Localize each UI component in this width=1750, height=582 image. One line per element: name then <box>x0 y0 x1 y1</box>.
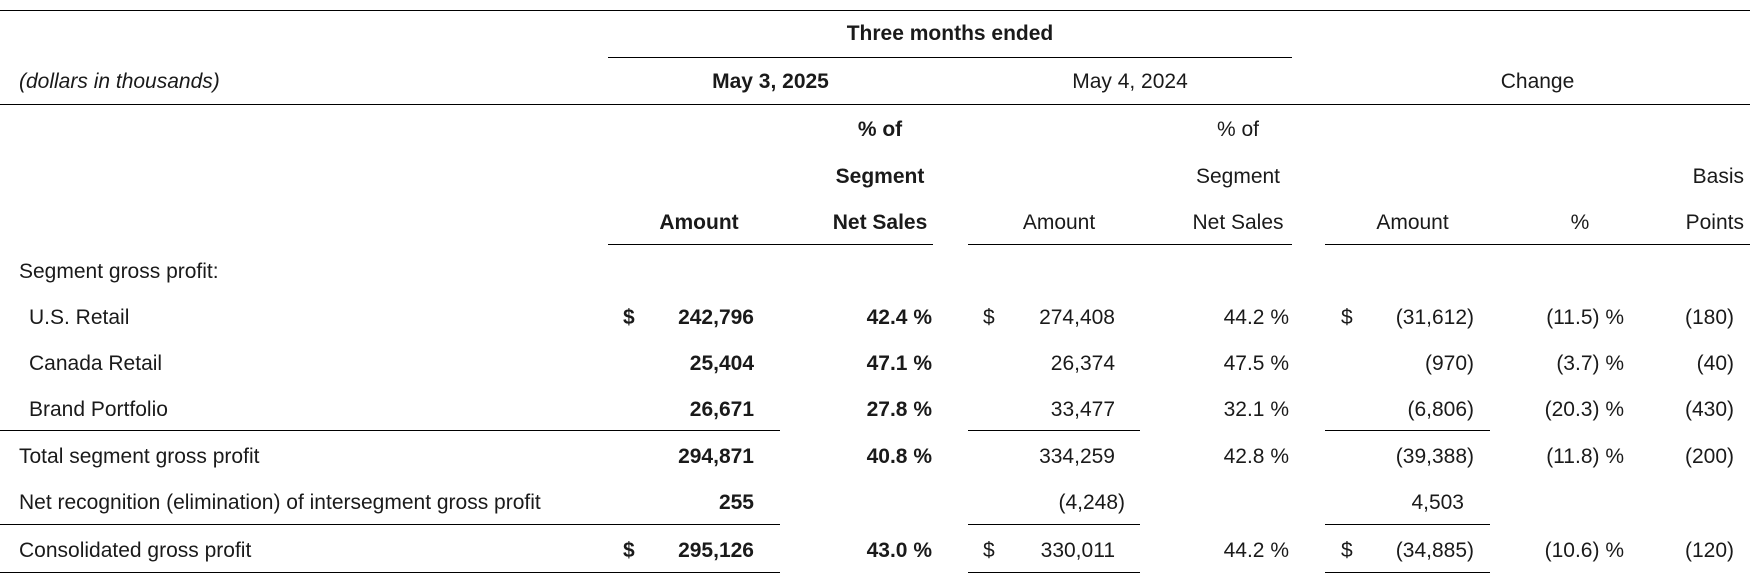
subheader-rule-prior <box>968 244 1292 245</box>
prior-amount: (4,248) <box>1058 491 1125 514</box>
top-rule <box>0 10 1750 11</box>
pri-amount-header: Amount <box>1022 211 1096 234</box>
change-amount: (34,885) <box>1395 539 1474 562</box>
current-amount: 26,671 <box>689 398 754 421</box>
change-amount: (970) <box>1424 352 1474 375</box>
change-amount: (39,388) <box>1395 445 1474 468</box>
cur-pct-header-line2: Segment <box>835 165 925 188</box>
prior-amount: 33,477 <box>1050 398 1115 421</box>
period-header: Three months ended <box>846 22 1054 45</box>
current-amount: 295,126 <box>678 539 754 562</box>
change-pct: (10.6) % <box>1544 539 1624 562</box>
change-basis-points: (180) <box>1684 306 1734 329</box>
currency-symbol: $ <box>1341 539 1353 562</box>
change-basis-points: (430) <box>1684 398 1734 421</box>
change-pct: (20.3) % <box>1544 398 1624 421</box>
total-rule-label <box>0 524 780 525</box>
row-label: Net recognition (elimination) of interse… <box>19 491 541 514</box>
prior-amount: 334,259 <box>1039 445 1115 468</box>
row-label: Total segment gross profit <box>19 445 260 468</box>
row-label: U.S. Retail <box>29 306 130 329</box>
total-rule-change <box>1325 524 1490 525</box>
period-header-rule <box>608 57 1292 58</box>
current-pct: 42.4 % <box>866 306 932 329</box>
change-basis-points: (120) <box>1684 539 1734 562</box>
subtotal-rule-change <box>1325 430 1490 431</box>
change-header: Change <box>1500 70 1575 93</box>
currency-symbol: $ <box>983 306 995 329</box>
subheader-rule-change <box>1325 244 1750 245</box>
chg-pct-header: % <box>1570 211 1590 234</box>
chg-amount-header: Amount <box>1376 211 1449 234</box>
subtotal-rule-label <box>0 430 780 431</box>
pri-pct-header-line2: Segment <box>1195 165 1281 188</box>
row-label: Consolidated gross profit <box>19 539 252 562</box>
row-label: Canada Retail <box>29 352 163 375</box>
current-pct: 43.0 % <box>866 539 932 562</box>
prior-amount: 330,011 <box>1040 539 1115 562</box>
bottom-rule-change <box>1325 572 1490 573</box>
prior-pct: 32.1 % <box>1223 398 1289 421</box>
prior-amount: 274,408 <box>1039 306 1115 329</box>
prior-period-header: May 4, 2024 <box>1072 70 1188 93</box>
current-pct: 27.8 % <box>866 398 932 421</box>
current-pct: 40.8 % <box>866 445 932 468</box>
prior-amount: 26,374 <box>1050 352 1115 375</box>
bottom-rule-label <box>0 572 780 573</box>
bottom-rule-prior <box>968 572 1140 573</box>
chg-bp-header-line2: Points <box>1685 211 1744 234</box>
currency-symbol: $ <box>623 539 635 562</box>
cur-amount-header: Amount <box>659 211 739 234</box>
currency-symbol: $ <box>983 539 995 562</box>
current-amount: 255 <box>718 491 754 514</box>
change-pct: (3.7) % <box>1556 352 1624 375</box>
change-basis-points: (200) <box>1684 445 1734 468</box>
row-label: Brand Portfolio <box>29 398 168 421</box>
header-rule <box>0 104 1750 105</box>
prior-pct: 47.5 % <box>1223 352 1289 375</box>
current-pct: 47.1 % <box>866 352 932 375</box>
current-period-header: May 3, 2025 <box>712 70 829 93</box>
pri-pct-header-line1: % of <box>1216 118 1260 141</box>
section-label: Segment gross profit: <box>19 260 219 283</box>
current-amount: 242,796 <box>678 306 754 329</box>
prior-pct: 42.8 % <box>1223 445 1289 468</box>
current-amount: 25,404 <box>689 352 754 375</box>
change-amount: 4,503 <box>1411 491 1464 514</box>
change-amount: (6,806) <box>1407 398 1474 421</box>
change-pct: (11.8) % <box>1546 445 1624 468</box>
currency-symbol: $ <box>1341 306 1353 329</box>
change-amount: (31,612) <box>1395 306 1474 329</box>
chg-bp-header-line1: Basis <box>1692 165 1744 188</box>
cur-pct-header-line1: % of <box>857 118 903 141</box>
cur-pct-header-line3: Net Sales <box>832 211 928 234</box>
prior-pct: 44.2 % <box>1223 539 1289 562</box>
prior-pct: 44.2 % <box>1223 306 1289 329</box>
units-note: (dollars in thousands) <box>19 70 220 93</box>
change-pct: (11.5) % <box>1546 306 1624 329</box>
currency-symbol: $ <box>623 306 635 329</box>
pri-pct-header-line3: Net Sales <box>1192 211 1284 234</box>
subtotal-rule-prior <box>968 430 1140 431</box>
subheader-rule-current <box>608 244 933 245</box>
total-rule-prior <box>968 524 1140 525</box>
change-basis-points: (40) <box>1696 352 1734 375</box>
current-amount: 294,871 <box>678 445 754 468</box>
